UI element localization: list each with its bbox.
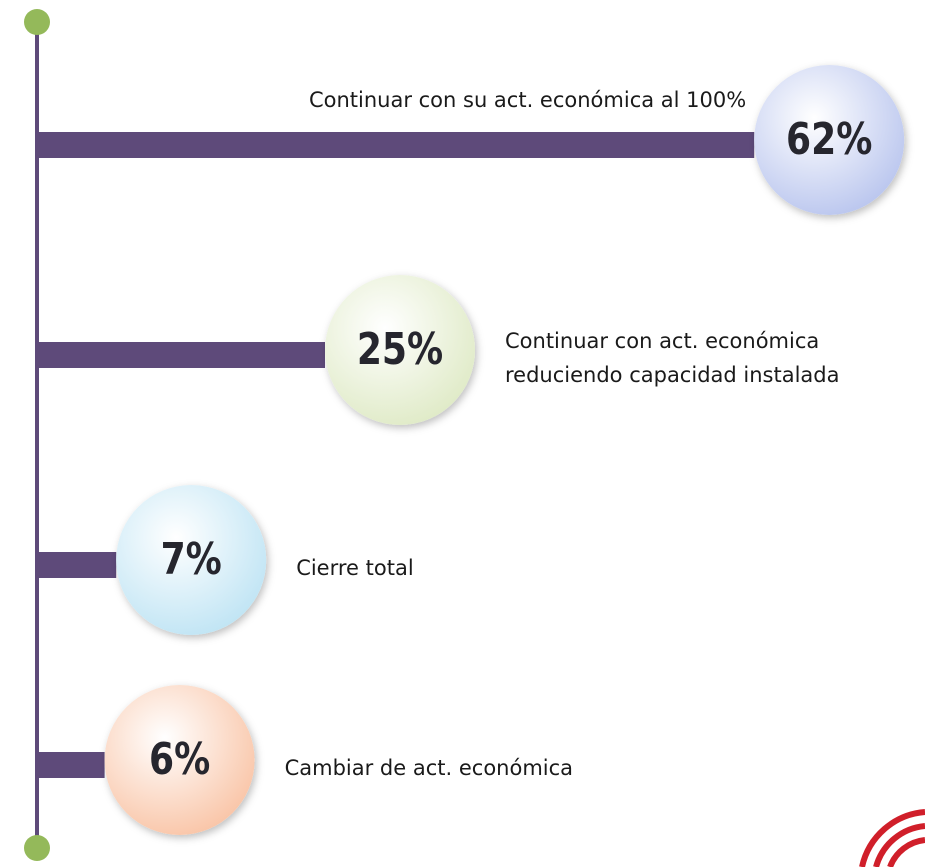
value-label: 6%	[149, 735, 210, 785]
bar	[35, 752, 105, 778]
bar	[35, 132, 755, 158]
value-bubble	[754, 65, 905, 215]
timeline-dot	[24, 9, 50, 35]
category-label: Cambiar de act. económica	[284, 756, 574, 780]
bar	[35, 342, 325, 368]
value-label: 62%	[786, 115, 872, 165]
bar	[35, 552, 117, 578]
value-bubble	[325, 275, 475, 425]
value-label: 7%	[161, 535, 222, 585]
logo	[859, 809, 925, 867]
category-label: Continuar con act. económica reduciendo …	[505, 329, 840, 387]
value-bubble	[116, 485, 267, 635]
category-label: Continuar con su act. económica al 100%	[308, 88, 747, 112]
timeline-dot	[24, 835, 50, 861]
value-label: 25%	[357, 325, 443, 375]
category-label: Cierre total	[296, 556, 414, 580]
value-bubble	[104, 685, 255, 835]
